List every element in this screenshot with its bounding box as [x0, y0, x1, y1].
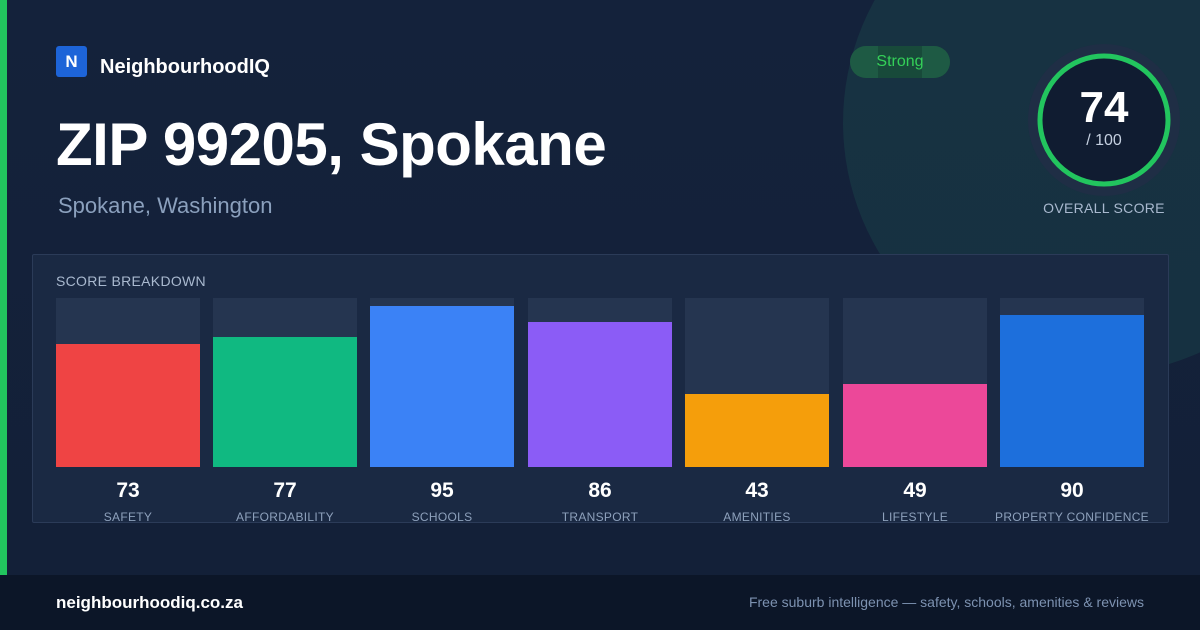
- score-bar-fill: [528, 322, 672, 467]
- score-bar-track: [213, 298, 357, 467]
- score-bar-fill: [370, 306, 514, 467]
- score-value: 95: [430, 479, 454, 502]
- score-bar-track: [56, 298, 200, 467]
- score-ring-graphic: [1028, 44, 1180, 196]
- footer-tagline: Free suburb intelligence — safety, schoo…: [748, 594, 1144, 610]
- overall-score-ring: 74 / 100: [1028, 44, 1180, 196]
- score-label: SAFETY: [103, 510, 153, 524]
- score-bar-fill: [685, 394, 829, 467]
- overall-score-label: OVERALL SCORE: [1043, 200, 1165, 216]
- score-bar-track: [843, 298, 987, 467]
- score-bar-fill: [1000, 315, 1144, 467]
- score-label: SCHOOLS: [411, 510, 473, 524]
- score-breakdown-panel: SCORE BREAKDOWN 73 SAFETY 77 AFFORDABILI…: [32, 254, 1169, 524]
- score-value: 77: [273, 479, 297, 502]
- score-bar-track: [1000, 298, 1144, 467]
- brand-name: NeighbourhoodIQ: [100, 56, 270, 78]
- score-bar-track: [528, 298, 672, 467]
- overall-score-value: 74: [1079, 83, 1129, 132]
- score-label: PROPERTY CONFIDENCE: [995, 510, 1149, 524]
- score-bar-fill: [213, 337, 357, 467]
- logo-icon: N: [56, 46, 87, 77]
- status-badge: Strong: [850, 46, 950, 78]
- score-value: 49: [903, 479, 927, 502]
- score-label: AMENITIES: [723, 510, 791, 524]
- share-card: N NeighbourhoodIQ ZIP 99205, Spokane Spo…: [0, 0, 1200, 575]
- score-value: 86: [588, 479, 612, 502]
- footer: neighbourhoodiq.co.za Free suburb intell…: [0, 575, 1200, 630]
- status-badge-label: Strong: [876, 53, 924, 70]
- breakdown-title: SCORE BREAKDOWN: [56, 273, 206, 289]
- score-value: 73: [116, 479, 140, 502]
- score-bar-track: [370, 298, 514, 467]
- score-ring-arc: [1037, 53, 1171, 187]
- score-label: TRANSPORT: [561, 510, 639, 524]
- score-value: 43: [745, 479, 769, 502]
- page-title: ZIP 99205, Spokane: [56, 111, 607, 178]
- score-value: 90: [1060, 479, 1084, 502]
- score-bar-track: [685, 298, 829, 467]
- score-label: LIFESTYLE: [881, 510, 949, 524]
- location-subtitle: Spokane, Washington: [58, 193, 273, 218]
- score-bar-fill: [56, 344, 200, 467]
- score-label: AFFORDABILITY: [236, 510, 334, 524]
- overall-score-max: / 100: [1086, 132, 1122, 149]
- footer-domain-link[interactable]: neighbourhoodiq.co.za: [56, 593, 243, 612]
- score-bar-fill: [843, 384, 987, 467]
- accent-bar: [0, 0, 7, 575]
